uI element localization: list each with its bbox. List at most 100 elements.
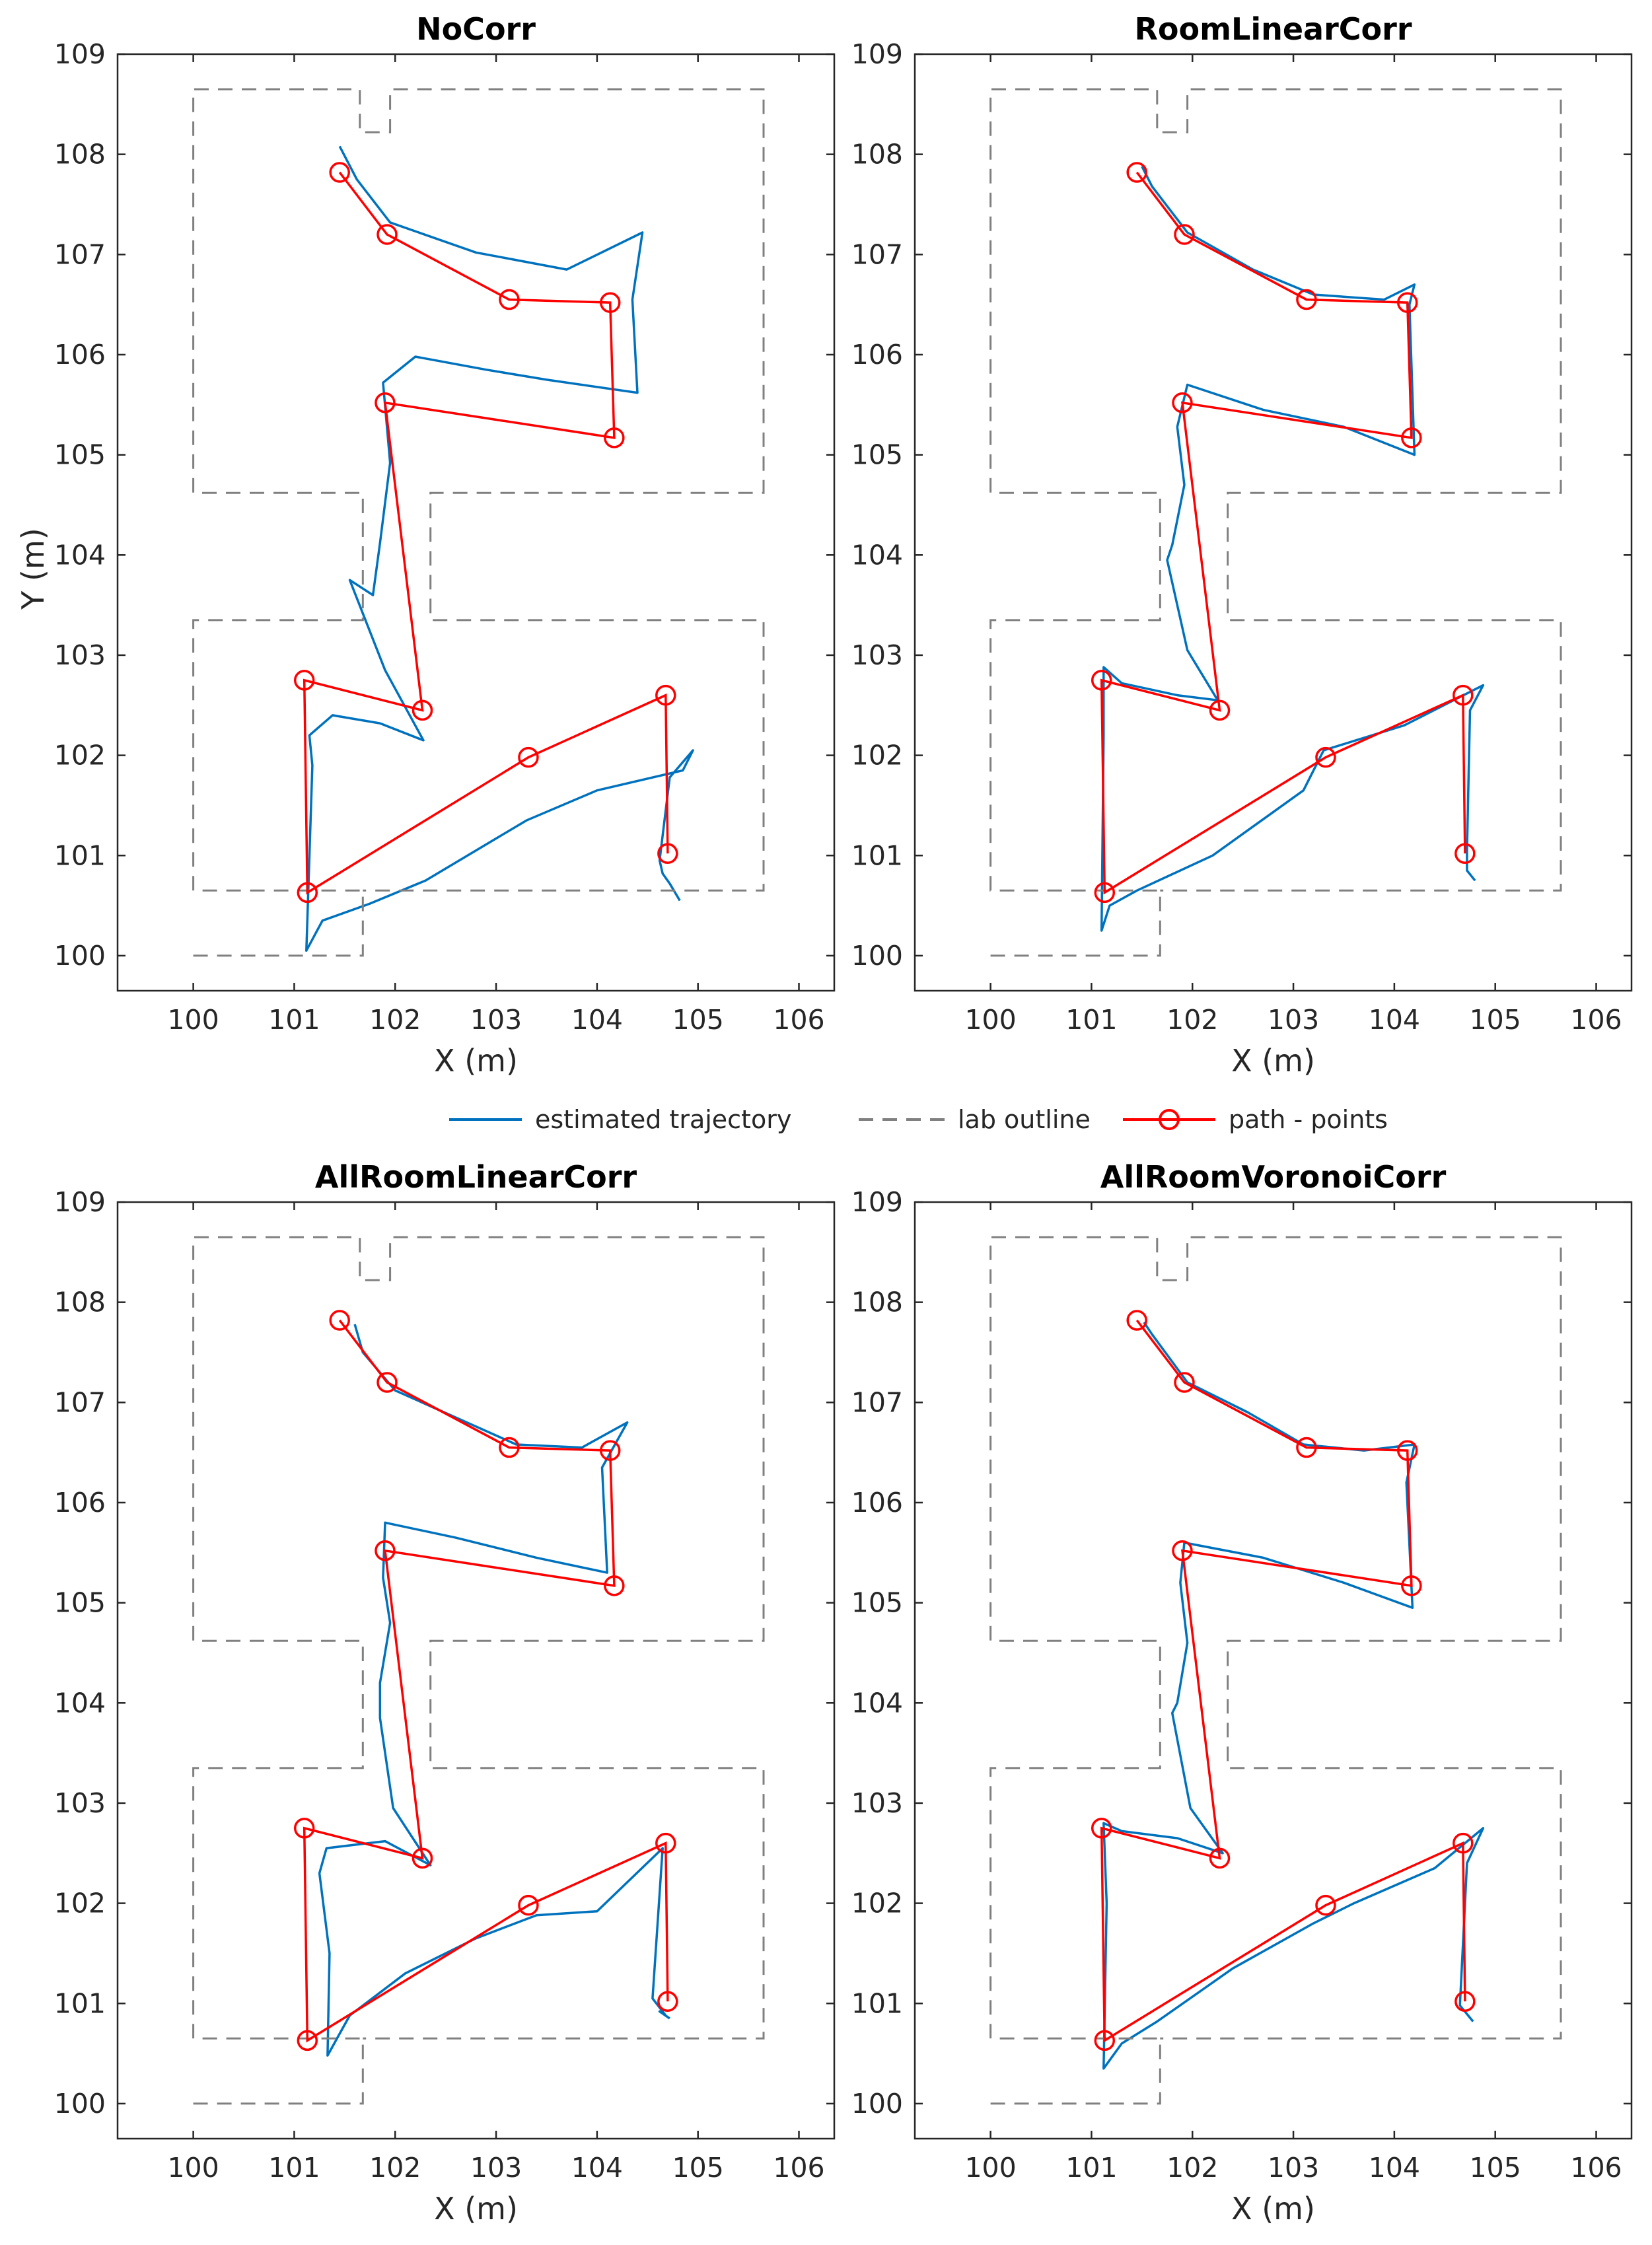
x-tick-label: 104 [571,1004,623,1036]
path-point-marker [1315,746,1336,768]
y-tick-label: 100 [851,940,903,972]
axes-box [116,53,836,992]
path-point-marker [604,427,625,448]
x-tick-label: 104 [1369,1004,1420,1036]
y-tick-label: 107 [851,238,903,270]
path-point-marker [1174,224,1195,245]
y-tick-label: 100 [54,2088,106,2120]
legend-trajectory-label: estimated trajectory [535,1105,791,1134]
x-tick-label: 100 [964,2152,1016,2184]
y-tick-label: 108 [851,139,903,170]
x-axis-label: X (m) [1231,1043,1315,1079]
x-tick-label: 103 [1268,1004,1319,1036]
chart-panel-2: 100 101 102 103 104 105 106 100 101 102 103 104 105 1… [851,11,1633,1079]
path-point-marker [1094,2030,1116,2051]
x-tick-label: 104 [571,2152,623,2184]
y-tick-label: 103 [54,639,106,671]
x-tick-label: 100 [167,2152,219,2184]
x-tick-label: 102 [369,1004,421,1036]
path-point-marker [1091,670,1112,691]
y-tick-label: 104 [851,539,903,571]
path-point-marker [329,162,350,183]
y-axis-label: Y (m) [15,528,51,610]
x-axis-label: X (m) [434,1043,518,1079]
axes-box [914,1201,1633,2140]
y-tick-label: 101 [851,839,903,871]
y-tick-label: 108 [54,1287,106,1318]
path-point-marker [1091,1818,1112,1839]
y-tick-label: 107 [54,238,106,270]
path-point-marker [599,1440,621,1461]
x-tick-label: 101 [1065,1004,1117,1036]
path-point-marker [1396,292,1418,313]
y-tick-label: 103 [851,639,903,671]
path-point-marker [1209,1847,1231,1869]
path-points-line [1100,1319,1466,2043]
chart-title: NoCorr [416,11,536,47]
y-tick-label: 106 [851,1487,903,1518]
estimated-trajectory-line [318,1324,670,2057]
x-axis-label: X (m) [434,2191,518,2227]
chart-title: AllRoomLinearCorr [315,1159,637,1195]
x-axis-label: X (m) [1231,2191,1315,2227]
path-point-marker [599,292,621,313]
axes-box [116,1201,836,2140]
lab-outline-line [989,1236,1562,2105]
path-point-marker [1315,1894,1336,1916]
y-tick-label: 108 [54,139,106,170]
path-point-marker [412,699,433,721]
y-tick-label: 109 [54,1186,106,1218]
x-tick-label: 102 [1167,1004,1218,1036]
lab-outline-line [192,88,765,957]
path-point-marker [412,1847,433,1869]
x-tick-label: 100 [964,1004,1016,1036]
path-point-marker [1296,1437,1317,1458]
y-tick-label: 105 [54,1587,106,1619]
y-tick-label: 101 [851,1987,903,2019]
y-tick-label: 102 [851,740,903,771]
path-point-marker [293,670,315,691]
x-tick-label: 104 [1369,2152,1420,2184]
x-tick-label: 103 [470,2152,522,2184]
y-tick-label: 104 [54,539,106,571]
y-tick-label: 107 [54,1386,106,1418]
path-point-marker [657,843,678,864]
path-point-marker [1174,1372,1195,1393]
lab-outline-line [192,1236,765,2105]
x-tick-label: 105 [1470,2152,1521,2184]
path-point-marker [604,1575,625,1596]
path-point-marker [499,1437,520,1458]
legend-outline-label: lab outline [958,1105,1091,1134]
estimated-trajectory-line [1100,166,1485,932]
y-tick-label: 103 [851,1787,903,1819]
y-tick-label: 105 [851,439,903,471]
y-tick-label: 100 [54,940,106,972]
y-tick-label: 104 [54,1687,106,1719]
path-point-marker [1094,882,1116,904]
path-points-line [303,1319,669,2043]
chart-panel-4: 100 101 102 103 104 105 106 100 101 102 103 104 105 1… [851,1159,1633,2227]
path-point-marker [377,224,398,245]
chart-panel-1: 100 101 102 103 104 105 106 100 101 102 103 104 105 1… [15,11,836,1079]
chart-title: AllRoomVoronoiCorr [1100,1159,1447,1195]
path-point-marker [1453,1832,1474,1854]
y-tick-label: 102 [54,740,106,771]
y-tick-label: 101 [54,839,106,871]
y-tick-label: 105 [851,1587,903,1619]
legend-path-label: path - points [1229,1105,1388,1134]
y-tick-label: 102 [54,1888,106,1919]
y-tick-label: 105 [54,439,106,471]
path-point-marker [1126,162,1147,183]
y-tick-label: 109 [54,38,106,70]
x-tick-label: 106 [773,2152,824,2184]
path-point-marker [518,1894,539,1916]
x-tick-label: 106 [1570,2152,1622,2184]
path-point-marker [1454,843,1476,864]
legend: estimated trajectory lab outline path - … [436,1090,1427,1149]
chart-panel-3: 100 101 102 103 104 105 106 100 101 102 103 104 105 1… [54,1159,836,2227]
path-points-line [303,171,669,895]
y-tick-label: 106 [851,339,903,371]
x-tick-label: 106 [1570,1004,1622,1036]
path-point-marker [329,1310,350,1331]
